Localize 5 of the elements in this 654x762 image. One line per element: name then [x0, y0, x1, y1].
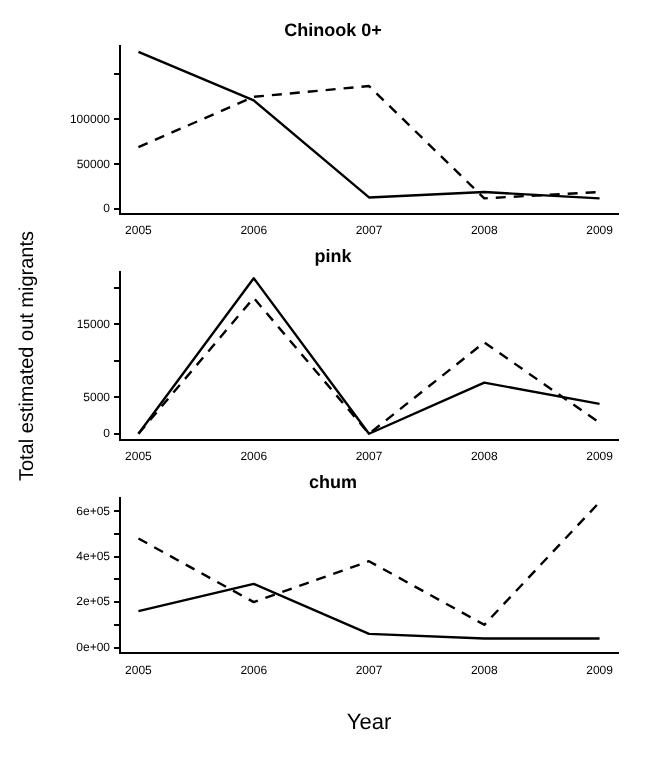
chart-title: chum [308, 471, 358, 492]
x-axis-title: Year [346, 710, 392, 735]
y-axis-title: Total estimated out migrants [17, 229, 39, 481]
chart-title: Chinook 0+ [284, 19, 382, 40]
chart-title: pink [314, 245, 354, 266]
